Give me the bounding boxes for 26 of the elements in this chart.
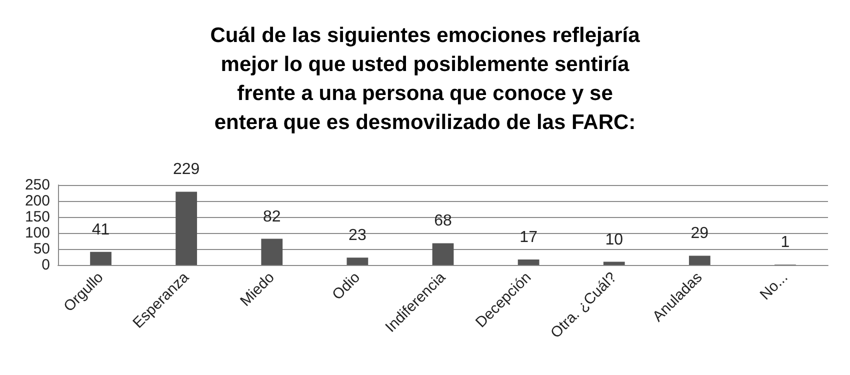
bar [261, 238, 283, 265]
bar [432, 243, 454, 265]
data-label: 17 [520, 229, 538, 246]
y-tick-label: 50 [33, 240, 50, 258]
data-label: 29 [690, 225, 709, 242]
bar [688, 256, 710, 265]
chart-title: Cuál de las siguientes emociones reflejaría mejor lo que usted posiblemente sentiría frente a una persona que conoce y se entera que es desmovilizado de las FARC: [210, 24, 640, 134]
bar [176, 192, 198, 265]
x-tick-label: No... [756, 268, 792, 304]
data-label: 68 [434, 212, 452, 230]
data-label: 82 [262, 208, 281, 226]
y-tick-label: 200 [24, 192, 50, 210]
y-tick-label: 0 [42, 256, 50, 274]
data-label: 229 [172, 161, 200, 178]
data-label: 41 [92, 221, 110, 238]
data-label: 10 [605, 231, 624, 248]
y-tick-label: 100 [24, 224, 50, 242]
bar [603, 262, 625, 265]
data-label: 1 [780, 234, 790, 252]
x-tick-label: Odio [329, 268, 364, 304]
y-tick-label: 150 [24, 208, 50, 226]
y-tick-label: 250 [24, 176, 50, 194]
bar [518, 260, 540, 265]
bar [346, 258, 368, 265]
data-label: 23 [348, 227, 366, 244]
bar [90, 252, 112, 265]
